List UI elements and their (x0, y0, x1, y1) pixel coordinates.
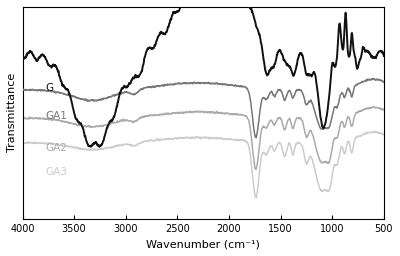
Text: GA2: GA2 (45, 143, 67, 153)
X-axis label: Wavenumber (cm⁻¹): Wavenumber (cm⁻¹) (146, 239, 260, 249)
Text: G: G (45, 83, 53, 93)
Text: GA1: GA1 (45, 111, 67, 121)
Text: GA3: GA3 (45, 167, 67, 177)
Y-axis label: Transmittance: Transmittance (7, 73, 17, 152)
